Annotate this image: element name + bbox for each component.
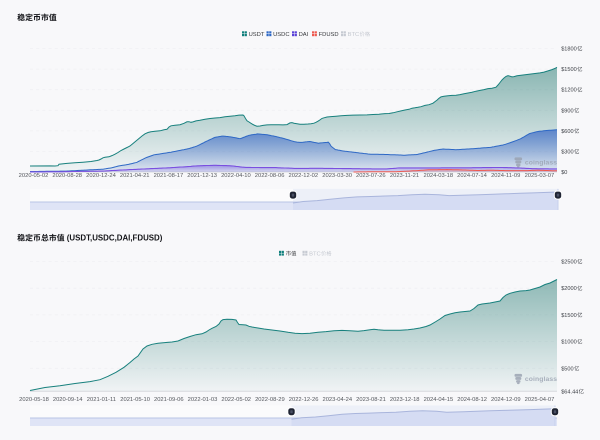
svg-text:$1500: $1500: [561, 313, 577, 319]
svg-text:$500: $500: [561, 366, 573, 372]
svg-text:coinglass: coinglass: [525, 159, 557, 166]
svg-text:BTC: BTC: [309, 251, 321, 257]
svg-text:$0: $0: [561, 170, 567, 176]
svg-text:$1000: $1000: [561, 340, 577, 346]
svg-text:DAI: DAI: [299, 32, 309, 38]
svg-text:BTC: BTC: [348, 32, 360, 38]
svg-text:$900: $900: [561, 108, 573, 114]
svg-text:$1500: $1500: [561, 67, 577, 73]
svg-text:USDC: USDC: [273, 32, 289, 38]
svg-text:$300: $300: [561, 150, 573, 156]
svg-text:$1800: $1800: [561, 47, 577, 53]
svg-text:$64.44: $64.44: [561, 389, 578, 395]
svg-text:$1200: $1200: [561, 88, 577, 94]
svg-text:coinglass: coinglass: [525, 376, 557, 383]
svg-text:FDUSD: FDUSD: [319, 32, 339, 38]
svg-text:$2000: $2000: [561, 286, 577, 292]
svg-text:$2500: $2500: [561, 260, 577, 266]
svg-text:(USDT,USDC,DAI,FDUSD): (USDT,USDC,DAI,FDUSD): [67, 234, 163, 243]
svg-text:USDT: USDT: [249, 32, 265, 38]
svg-text:$600: $600: [561, 129, 573, 135]
